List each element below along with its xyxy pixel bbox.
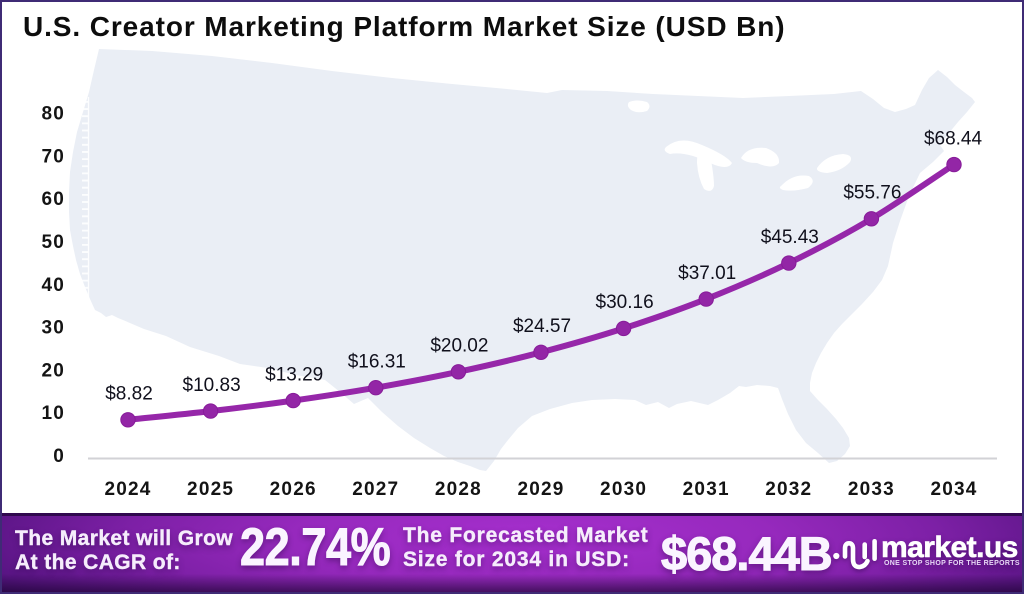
svg-text:20: 20 (41, 360, 65, 381)
svg-text:50: 50 (41, 232, 65, 253)
svg-text:2034: 2034 (930, 479, 977, 500)
svg-text:$55.76: $55.76 (843, 183, 901, 204)
svg-text:$10.83: $10.83 (183, 375, 241, 396)
svg-text:$20.02: $20.02 (430, 336, 488, 357)
svg-text:$45.43: $45.43 (761, 227, 819, 248)
svg-text:30: 30 (41, 318, 65, 339)
svg-text:$68.44: $68.44 (924, 128, 983, 149)
svg-text:$8.82: $8.82 (105, 384, 153, 405)
svg-text:60: 60 (41, 189, 65, 210)
svg-text:10: 10 (41, 403, 65, 424)
svg-text:$13.29: $13.29 (265, 364, 323, 385)
svg-text:2033: 2033 (848, 479, 895, 500)
svg-text:2028: 2028 (435, 479, 482, 500)
svg-text:2032: 2032 (765, 479, 812, 500)
svg-text:$16.31: $16.31 (348, 352, 406, 373)
svg-text:2030: 2030 (600, 479, 647, 500)
svg-text:$37.01: $37.01 (678, 263, 736, 284)
svg-text:40: 40 (41, 275, 65, 296)
svg-text:2026: 2026 (270, 479, 317, 500)
svg-text:2024: 2024 (104, 479, 151, 500)
svg-text:0: 0 (53, 446, 65, 467)
svg-text:$24.57: $24.57 (513, 316, 571, 337)
svg-text:70: 70 (41, 146, 65, 167)
svg-text:2031: 2031 (683, 479, 730, 500)
svg-text:$30.16: $30.16 (596, 292, 654, 313)
svg-text:80: 80 (41, 104, 65, 125)
svg-text:2029: 2029 (517, 479, 564, 500)
svg-text:2027: 2027 (352, 479, 399, 500)
svg-text:2025: 2025 (187, 479, 234, 500)
